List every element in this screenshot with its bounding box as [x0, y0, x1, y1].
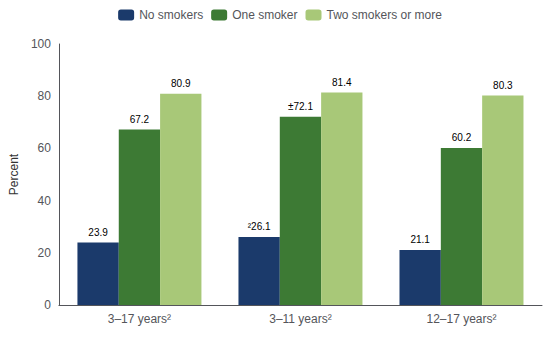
- svg-text:Percent: Percent: [7, 153, 21, 195]
- svg-text:80.3: 80.3: [493, 80, 513, 91]
- svg-text:60.2: 60.2: [452, 132, 472, 143]
- svg-text:Two smokers or more: Two smokers or more: [327, 8, 443, 22]
- svg-text:67.2: 67.2: [130, 114, 150, 125]
- svg-text:21.1: 21.1: [410, 234, 430, 245]
- svg-text:80: 80: [38, 89, 52, 103]
- svg-text:81.4: 81.4: [332, 77, 352, 88]
- svg-text:3–11 years²: 3–11 years²: [269, 312, 331, 326]
- svg-text:±72.1: ±72.1: [288, 101, 313, 112]
- svg-text:0: 0: [44, 298, 51, 312]
- svg-text:40: 40: [38, 194, 52, 208]
- svg-text:20: 20: [38, 246, 52, 260]
- svg-text:60: 60: [38, 141, 52, 155]
- svg-text:3–17 years²: 3–17 years²: [108, 312, 171, 326]
- svg-text:80.9: 80.9: [171, 78, 191, 89]
- svg-text:No smokers: No smokers: [139, 8, 203, 22]
- svg-text:²26.1: ²26.1: [248, 221, 271, 232]
- svg-text:One smoker: One smoker: [232, 8, 297, 22]
- svg-text:100: 100: [31, 37, 51, 51]
- svg-text:12–17 years²: 12–17 years²: [426, 312, 496, 326]
- svg-text:23.9: 23.9: [88, 227, 108, 238]
